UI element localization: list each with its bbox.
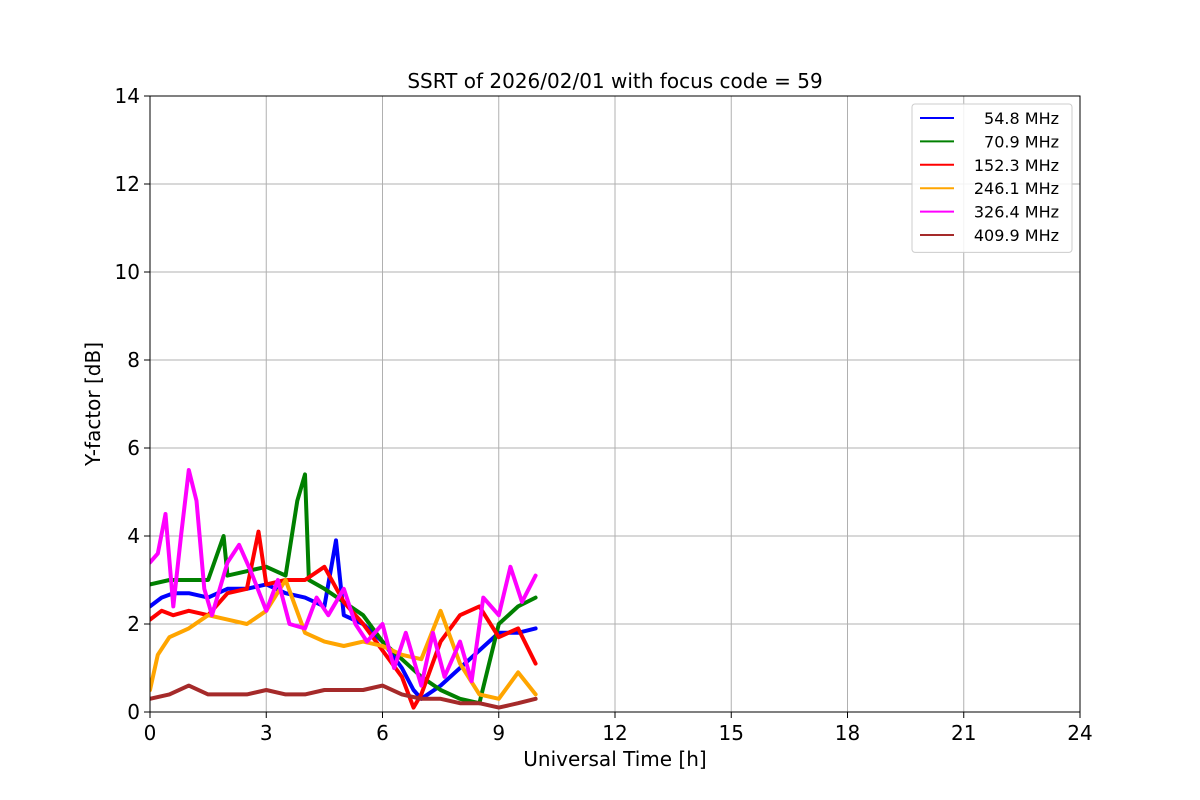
y-tick-label: 10 [115,260,140,284]
y-tick-label: 4 [127,524,140,548]
series-line-4 [150,468,538,688]
legend-label: 246.1 MHz [974,179,1059,198]
x-axis: 0 3 6 9 12 15 18 21 24 [144,712,1093,745]
legend-label: 70.9 MHz [984,132,1059,151]
series-line-5 [150,683,538,710]
x-axis-label: Universal Time [h] [523,747,706,771]
x-tick-label: 24 [1067,721,1092,745]
legend-label: 409.9 MHz [974,226,1059,245]
y-tick-label: 12 [115,172,140,196]
legend-label: 152.3 MHz [974,156,1059,175]
legend-label: 54.8 MHz [984,109,1059,128]
x-tick-label: 18 [835,721,860,745]
legend-label: 326.4 MHz [974,203,1059,222]
x-tick-label: 0 [144,721,157,745]
legend: 54.8 MHz 70.9 MHz 152.3 MHz 246.1 MHz 326.4 … [911,103,1073,253]
series-line-2 [150,529,538,710]
x-tick-label: 21 [951,721,976,745]
y-axis-label: Y-factor [dB] [81,342,105,467]
x-tick-label: 6 [376,721,389,745]
y-axis: 0 2 4 6 8 10 12 14 [115,84,150,724]
y-tick-label: 6 [127,436,140,460]
series-line-1 [150,472,538,706]
x-tick-label: 3 [260,721,273,745]
x-tick-label: 15 [719,721,744,745]
y-tick-label: 14 [115,84,140,108]
series-group [150,468,538,710]
y-tick-label: 2 [127,612,140,636]
chart-title: SSRT of 2026/02/01 with focus code = 59 [407,69,822,93]
y-tick-label: 8 [127,348,140,372]
x-tick-label: 12 [602,721,627,745]
x-tick-label: 9 [492,721,505,745]
y-tick-label: 0 [127,700,140,724]
